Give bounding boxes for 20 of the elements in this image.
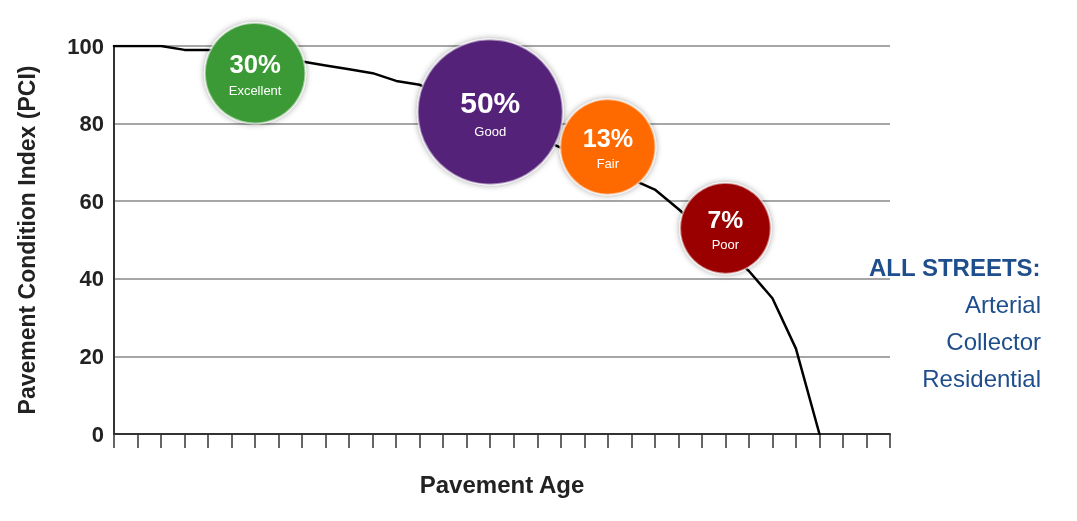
y-tick-label: 0 bbox=[91, 421, 104, 447]
annotation: 7% bbox=[707, 205, 744, 233]
text: Arterial bbox=[964, 290, 1042, 318]
annotation: 50% bbox=[460, 86, 521, 120]
annotation: Excellent bbox=[228, 82, 282, 98]
text: Residential bbox=[922, 364, 1041, 392]
y-tick-label: 20 bbox=[79, 343, 104, 369]
y-tick-label: 80 bbox=[79, 111, 104, 137]
y-tick-label: 100 bbox=[67, 33, 104, 59]
annotation: 30% bbox=[229, 50, 281, 79]
annotation: Fair bbox=[596, 155, 620, 171]
annotation: ALL STREETS: bbox=[869, 253, 1041, 281]
text: Collector bbox=[946, 327, 1042, 355]
annotation: Poor bbox=[711, 237, 740, 253]
annotation: Good bbox=[474, 124, 507, 140]
x-axis-title: Pavement Age bbox=[419, 470, 585, 498]
annotation: 13% bbox=[582, 123, 634, 152]
y-tick-label: 40 bbox=[79, 266, 104, 292]
y-tick-label: 60 bbox=[79, 188, 104, 214]
y-axis-title: Pavement Condition Index (PCI) bbox=[13, 65, 40, 415]
